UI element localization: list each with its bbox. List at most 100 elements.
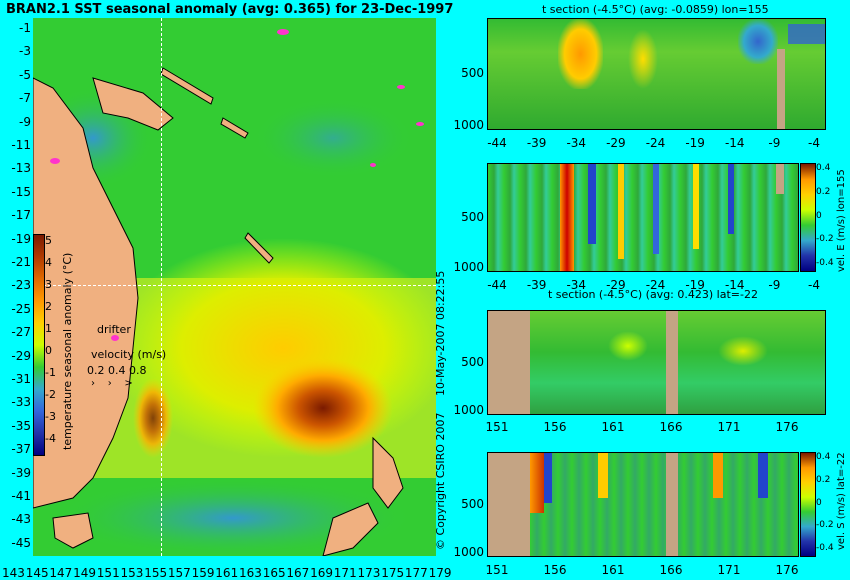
lon-label: 149: [73, 566, 96, 580]
lon-label: 177: [404, 566, 428, 580]
x-tick-label: -34: [566, 136, 587, 150]
colorbar-tick: 0: [816, 497, 822, 508]
lat-label: -9: [19, 114, 31, 129]
x-tick-label: 171: [717, 420, 741, 434]
x-tick-label: -24: [645, 136, 666, 150]
map-colorbar-label: temperature seasonal anomaly (°C): [61, 252, 74, 450]
x-tick-label: 161: [601, 563, 625, 577]
map-colorbar-tick: 3: [45, 278, 52, 291]
x-tick-label: -4: [808, 278, 820, 292]
lon-label: 171: [333, 566, 357, 580]
map-colorbar-tick: 1: [45, 322, 52, 335]
x-tick-label: 166: [659, 563, 683, 577]
lon-label: 143: [2, 566, 25, 580]
x-tick-label: -29: [606, 278, 626, 292]
section-panel-3[interactable]: [487, 310, 826, 415]
x-tick-label: -14: [724, 278, 745, 292]
lat-label: -3: [19, 44, 31, 59]
panel3-title: t section (-4.5°C) (avg: 0.423) lat=-22: [548, 288, 758, 301]
lon-label: 169: [310, 566, 333, 580]
colorbar-tick: 0.4: [816, 452, 831, 462]
lon-label: 151: [96, 566, 120, 580]
lat-label: -31: [11, 372, 31, 386]
map-colorbar-tick: 0: [45, 344, 52, 357]
lat-label: -23: [11, 278, 31, 293]
timestamp-text: 10-May-2007 08:22:55: [434, 270, 447, 396]
x-tick-label: -19: [685, 278, 705, 292]
colorbar-tick: 0: [816, 210, 822, 221]
lat-label: -33: [11, 395, 31, 410]
panel2-colorbar-label: vel. E (m/s) lon=155: [836, 169, 847, 272]
panel2-colorbar-ticks: 0.4 0.2 0 -0.2 -0.4: [816, 163, 836, 270]
panel4-colorbar-ticks: 0.4 0.2 0 -0.2 -0.4: [816, 452, 836, 555]
lat-label: -41: [11, 489, 31, 503]
colorbar-tick: 0.4: [816, 163, 831, 173]
lon-label: 175: [381, 566, 405, 580]
panel2-colorbar: [800, 163, 816, 272]
sst-anomaly-map[interactable]: 5 4 3 2 1 0 -1 -2 -3 -4 temperature seasonal anom…: [33, 18, 436, 556]
lon-label: 161: [215, 566, 239, 580]
velocity-arrows: › › >: [91, 378, 133, 389]
x-tick-label: 166: [659, 420, 683, 434]
lat-label: -27: [11, 325, 31, 340]
map-colorbar-tick: 2: [45, 300, 52, 313]
lat-label: -21: [11, 255, 31, 269]
lon-label: 153: [120, 566, 144, 580]
map-colorbar-tick: -1: [45, 366, 56, 379]
lon-label: 165: [262, 566, 286, 580]
lon-label: 179: [428, 566, 452, 580]
y-tick-label: 1000: [453, 544, 484, 559]
lat-label: -25: [11, 301, 31, 316]
lat-label: -17: [11, 208, 31, 223]
lat-label: -29: [11, 348, 31, 363]
x-tick-label: 176: [775, 420, 799, 434]
lat-label: -39: [11, 465, 31, 480]
lat-label: -7: [19, 91, 31, 106]
map-colorbar-tick: 5: [45, 234, 52, 247]
copyright-text: © Copyright CSIRO 2007: [434, 412, 447, 550]
lat-label: -13: [11, 161, 31, 176]
y-tick-label: 1000: [453, 259, 484, 274]
lat-label: -35: [11, 418, 31, 433]
colorbar-tick: 0.2: [816, 186, 831, 197]
colorbar-tick: -0.4: [816, 543, 834, 553]
x-tick-label: 161: [601, 420, 625, 434]
x-tick-label: -29: [606, 136, 626, 150]
x-tick-label: -39: [526, 278, 547, 292]
x-tick-label: -9: [768, 278, 781, 292]
velocity-label: velocity (m/s): [91, 348, 167, 361]
colorbar-tick: -0.4: [816, 258, 834, 268]
lon-label: 145: [25, 566, 49, 580]
map-colorbar-ticks: 5 4 3 2 1 0 -1 -2 -3 -4: [45, 234, 59, 456]
x-tick-label: 171: [717, 563, 741, 577]
section-panel-4[interactable]: [487, 452, 799, 557]
lat-label: -45: [11, 535, 31, 550]
colorbar-tick: -0.2: [816, 234, 834, 245]
lat-label: -19: [11, 231, 31, 246]
lon-label: 163: [239, 566, 262, 580]
x-tick-label: -19: [685, 136, 705, 150]
x-tick-label: -39: [526, 136, 547, 150]
lon-label: 173: [357, 566, 381, 580]
x-tick-label: -34: [566, 278, 587, 292]
x-tick-label: -9: [768, 136, 781, 150]
x-tick-label: 156: [543, 420, 567, 434]
colorbar-tick: -0.2: [816, 520, 834, 531]
y-tick-label: 500: [461, 496, 484, 511]
x-tick-label: -24: [645, 278, 666, 292]
x-tick-label: -4: [808, 136, 820, 150]
x-tick-label: -44: [487, 136, 507, 150]
map-title: BRAN2.1 SST seasonal anomaly (avg: 0.365…: [6, 2, 454, 17]
x-tick-label: 156: [543, 563, 567, 577]
lat-label: -37: [11, 442, 31, 457]
section-panel-2[interactable]: [487, 163, 799, 272]
map-colorbar: [33, 234, 45, 456]
panel4-colorbar: [800, 452, 816, 557]
y-tick-label: 1000: [453, 117, 484, 132]
crosshair-lat-line: [33, 285, 436, 286]
map-colorbar-tick: -4: [45, 432, 56, 445]
lon-label: 159: [191, 566, 215, 580]
y-tick-label: 1000: [453, 402, 484, 417]
section-panel-1[interactable]: [487, 18, 826, 130]
drifter-label: drifter: [97, 323, 131, 336]
